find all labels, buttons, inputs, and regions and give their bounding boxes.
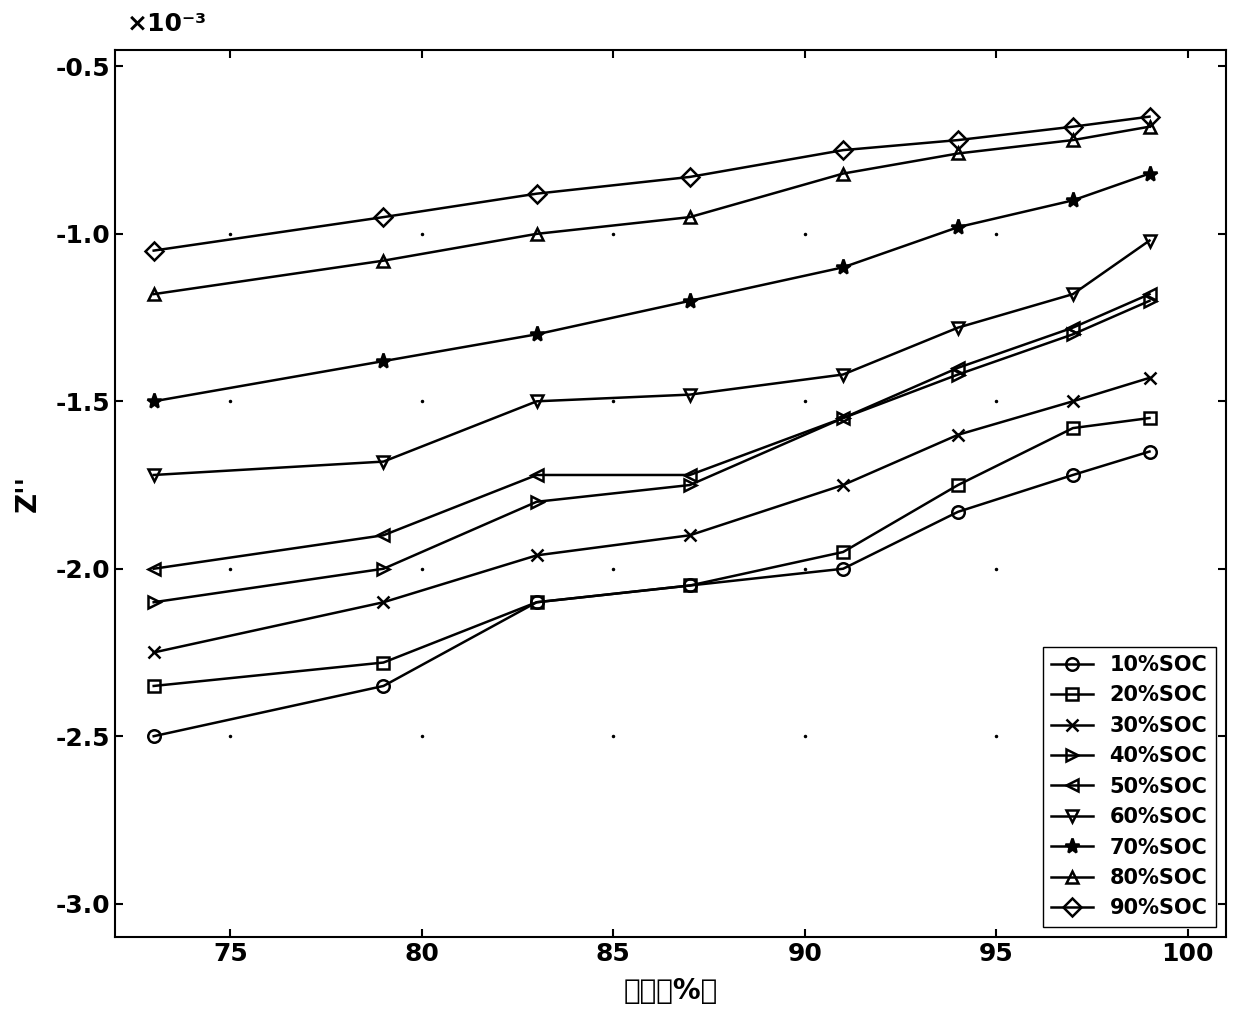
Line: 90%SOC: 90%SOC	[148, 110, 1156, 257]
Line: 10%SOC: 10%SOC	[148, 445, 1156, 743]
50%SOC	[951, 362, 966, 374]
70%SOC	[836, 261, 851, 273]
50%SOC	[836, 412, 851, 424]
20%SOC	[836, 546, 851, 558]
60%SOC	[146, 469, 161, 481]
Line: 20%SOC: 20%SOC	[148, 412, 1156, 692]
50%SOC	[146, 562, 161, 575]
50%SOC	[1142, 288, 1157, 301]
40%SOC	[951, 369, 966, 381]
10%SOC	[682, 580, 697, 592]
20%SOC	[1142, 412, 1157, 424]
30%SOC	[529, 549, 544, 561]
10%SOC	[1142, 445, 1157, 458]
50%SOC	[682, 469, 697, 481]
50%SOC	[376, 529, 391, 541]
20%SOC	[529, 596, 544, 608]
80%SOC	[682, 211, 697, 223]
60%SOC	[682, 388, 697, 400]
90%SOC	[146, 245, 161, 257]
Line: 50%SOC: 50%SOC	[148, 288, 1156, 575]
90%SOC	[836, 144, 851, 156]
20%SOC	[682, 580, 697, 592]
10%SOC	[529, 596, 544, 608]
10%SOC	[1065, 469, 1080, 481]
80%SOC	[1142, 120, 1157, 132]
90%SOC	[529, 187, 544, 200]
80%SOC	[146, 288, 161, 301]
20%SOC	[146, 680, 161, 692]
70%SOC	[1142, 167, 1157, 179]
Line: 70%SOC: 70%SOC	[146, 166, 1157, 409]
40%SOC	[836, 412, 851, 424]
80%SOC	[951, 148, 966, 160]
60%SOC	[1065, 288, 1080, 301]
20%SOC	[376, 656, 391, 668]
40%SOC	[529, 495, 544, 507]
60%SOC	[529, 395, 544, 408]
Legend: 10%SOC, 20%SOC, 30%SOC, 40%SOC, 50%SOC, 60%SOC, 70%SOC, 80%SOC, 90%SOC: 10%SOC, 20%SOC, 30%SOC, 40%SOC, 50%SOC, …	[1043, 647, 1215, 926]
30%SOC	[836, 479, 851, 491]
10%SOC	[951, 505, 966, 518]
Line: 80%SOC: 80%SOC	[148, 120, 1156, 301]
30%SOC	[682, 529, 697, 541]
X-axis label: 寿命（%）: 寿命（%）	[624, 977, 718, 1005]
70%SOC	[146, 395, 161, 408]
10%SOC	[146, 730, 161, 742]
Line: 60%SOC: 60%SOC	[148, 234, 1156, 481]
40%SOC	[376, 562, 391, 575]
10%SOC	[376, 680, 391, 692]
90%SOC	[376, 211, 391, 223]
30%SOC	[146, 646, 161, 658]
40%SOC	[1065, 328, 1080, 340]
80%SOC	[376, 255, 391, 267]
70%SOC	[529, 328, 544, 340]
Line: 40%SOC: 40%SOC	[148, 294, 1156, 608]
80%SOC	[836, 167, 851, 179]
30%SOC	[376, 596, 391, 608]
Line: 30%SOC: 30%SOC	[148, 372, 1156, 658]
60%SOC	[1142, 234, 1157, 247]
60%SOC	[951, 322, 966, 334]
90%SOC	[682, 171, 697, 183]
50%SOC	[529, 469, 544, 481]
30%SOC	[1065, 395, 1080, 408]
60%SOC	[836, 369, 851, 381]
Text: ×10⁻³: ×10⁻³	[126, 12, 207, 37]
90%SOC	[1142, 110, 1157, 122]
40%SOC	[146, 596, 161, 608]
80%SOC	[529, 227, 544, 239]
70%SOC	[1065, 195, 1080, 207]
80%SOC	[1065, 133, 1080, 146]
30%SOC	[1142, 372, 1157, 384]
90%SOC	[951, 133, 966, 146]
70%SOC	[682, 294, 697, 307]
30%SOC	[951, 429, 966, 441]
40%SOC	[682, 479, 697, 491]
90%SOC	[1065, 120, 1080, 132]
20%SOC	[1065, 422, 1080, 434]
50%SOC	[1065, 322, 1080, 334]
40%SOC	[1142, 294, 1157, 307]
10%SOC	[836, 562, 851, 575]
70%SOC	[376, 355, 391, 367]
60%SOC	[376, 455, 391, 468]
Y-axis label: Z'': Z''	[14, 475, 42, 512]
70%SOC	[951, 221, 966, 233]
20%SOC	[951, 479, 966, 491]
